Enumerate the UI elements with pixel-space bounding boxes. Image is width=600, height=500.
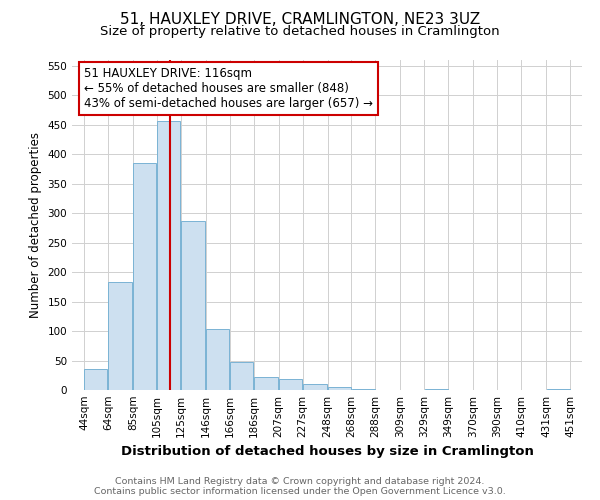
Text: Size of property relative to detached houses in Cramlington: Size of property relative to detached ho… xyxy=(100,25,500,38)
Y-axis label: Number of detached properties: Number of detached properties xyxy=(29,132,42,318)
Text: Contains HM Land Registry data © Crown copyright and database right 2024.
Contai: Contains HM Land Registry data © Crown c… xyxy=(94,476,506,496)
Text: 51, HAUXLEY DRIVE, CRAMLINGTON, NE23 3UZ: 51, HAUXLEY DRIVE, CRAMLINGTON, NE23 3UZ xyxy=(120,12,480,28)
Text: 51 HAUXLEY DRIVE: 116sqm
← 55% of detached houses are smaller (848)
43% of semi-: 51 HAUXLEY DRIVE: 116sqm ← 55% of detach… xyxy=(84,67,373,110)
Bar xyxy=(206,328,229,390)
Bar xyxy=(133,163,157,390)
Bar xyxy=(85,370,107,390)
Bar xyxy=(230,362,253,390)
Bar xyxy=(157,120,180,390)
Bar xyxy=(109,282,133,390)
Bar xyxy=(303,384,327,390)
Bar xyxy=(328,387,351,390)
Bar xyxy=(254,377,278,390)
Bar xyxy=(279,380,302,390)
Bar xyxy=(181,221,205,390)
X-axis label: Distribution of detached houses by size in Cramlington: Distribution of detached houses by size … xyxy=(121,446,533,458)
